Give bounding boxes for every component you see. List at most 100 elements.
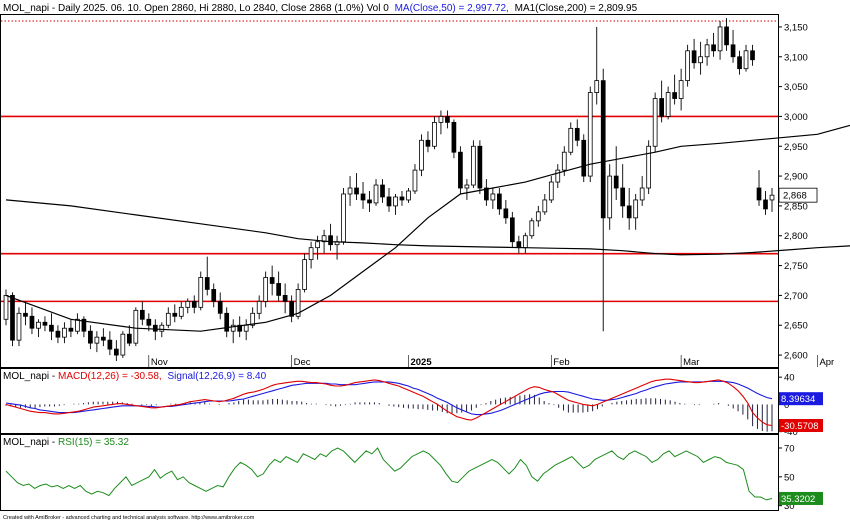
candle-body (282, 295, 288, 302)
candle-body (704, 44, 710, 58)
candle-body (516, 241, 522, 249)
rsi-ytick-label: 70 (784, 443, 795, 454)
price-ytick-label: 3,100 (784, 52, 808, 63)
ma50-legend: MA(Close,50) = 2,997.72, (395, 3, 509, 14)
candle-body (646, 145, 652, 189)
candle-body (165, 312, 171, 326)
candle-body (477, 145, 483, 189)
candle-body (672, 92, 677, 99)
candle-body (600, 80, 606, 219)
candle-body (711, 44, 716, 52)
price-ytick-label: 3,050 (784, 82, 808, 93)
candle-body (438, 116, 444, 123)
candle-body (633, 199, 639, 219)
candle-body (406, 190, 411, 201)
candle-body (178, 306, 184, 317)
candle-body (16, 312, 22, 341)
candle-body (302, 259, 307, 290)
candle-body (717, 26, 723, 52)
candle-body (49, 324, 54, 332)
rsi-panel[interactable] (0, 434, 779, 511)
rsi-plot (5, 447, 773, 501)
price-ytick-label: 2,600 (784, 351, 808, 362)
candle-body (613, 175, 619, 189)
candle-body (321, 235, 327, 243)
candle-body (107, 339, 113, 350)
macd-title-prefix: MOL_napi - (3, 371, 58, 382)
candle-body (471, 145, 476, 186)
candle-body (204, 277, 210, 290)
candle-body (328, 235, 333, 246)
candle-body (756, 187, 762, 201)
candle-body (42, 321, 48, 326)
candle-body (587, 92, 593, 177)
x-tick-label: Feb (553, 357, 569, 368)
last-price-badge (778, 187, 818, 203)
candle-body (263, 277, 269, 302)
candle-body (315, 241, 320, 249)
candle-body (75, 318, 80, 332)
ma200-line (5, 199, 850, 256)
macd-ytick-label: -40 (784, 427, 798, 438)
candle-body (256, 300, 262, 314)
rsi-legend: RSI(15) = 35.32 (58, 437, 129, 448)
price-panel[interactable] (0, 14, 779, 368)
candle-body (250, 312, 256, 326)
ma200-legend: MA1(Close,200) = 2,809.95 (515, 3, 638, 14)
candle-body (574, 127, 580, 141)
macd-value-badge: -30.5708 (781, 421, 819, 432)
candle-body (652, 98, 658, 147)
value-badges: 2,868 8.39634 -30.5708 35.3202 (778, 187, 823, 505)
candle-body (555, 169, 561, 183)
candle-body (81, 318, 87, 332)
candle-body (503, 208, 509, 219)
candle-body (354, 187, 359, 195)
candle-body (659, 98, 664, 117)
price-ytick-label: 2,700 (784, 291, 808, 302)
macd-line (5, 378, 773, 427)
candle-body (769, 194, 775, 201)
candle-body (581, 139, 587, 177)
candle-body (269, 277, 275, 284)
candle-body (114, 348, 119, 356)
candle-body (159, 324, 165, 332)
candle-body (88, 330, 93, 344)
rsi-value-badge: 35.3202 (781, 494, 815, 505)
price-title-prefix: MOL_napi - Daily 2025. 06. 10. Open 2860… (3, 3, 389, 14)
candle-body (94, 336, 100, 344)
candle-body (172, 312, 178, 317)
candle-body (139, 309, 145, 320)
rsi-title: MOL_napi - RSI(15) = 35.32 (3, 437, 129, 448)
candle-body (490, 193, 496, 201)
candle-body (639, 187, 645, 201)
price-ytick-label: 2,850 (784, 201, 808, 212)
candle-body (101, 336, 106, 341)
candle-body (185, 300, 191, 308)
candle-body (594, 80, 600, 93)
candle-body (535, 211, 541, 222)
candle-body (133, 309, 139, 344)
x-axis-labels: NovDec2025FebMarAprMayJun (148, 355, 834, 368)
price-ytick-label: 2,800 (784, 231, 808, 242)
candle-body (743, 50, 749, 70)
rsi-line (5, 447, 773, 501)
candle-body (691, 50, 697, 64)
candle-body (347, 187, 353, 195)
candle-body (308, 247, 314, 261)
macd-panel[interactable] (0, 368, 779, 434)
x-tick-label: Mar (683, 357, 699, 368)
candle-body (626, 205, 632, 219)
candle-body (10, 295, 15, 341)
signal-value-badge-bg (779, 392, 823, 406)
candle-body (3, 295, 9, 320)
candle-body (211, 289, 217, 302)
candle-body (484, 187, 489, 201)
candle-body (367, 199, 372, 204)
candle-body (152, 324, 158, 332)
price-ytick-label: 2,950 (784, 142, 808, 153)
candle-body (737, 56, 742, 70)
price-ytick-label: 2,750 (784, 261, 808, 272)
candle-body (685, 50, 690, 82)
candle-body (568, 127, 574, 153)
